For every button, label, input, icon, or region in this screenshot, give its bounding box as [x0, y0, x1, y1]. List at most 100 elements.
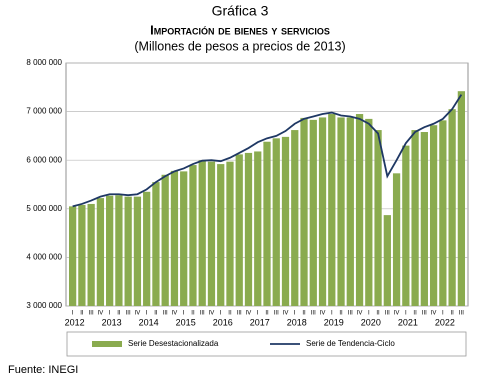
x-tick-label: II: [339, 311, 343, 317]
year-label: 2016: [213, 317, 233, 327]
x-tick-label: I: [331, 311, 333, 317]
legend-label: Serie de Tendencia-Ciclo: [306, 339, 395, 348]
year-label: 2017: [250, 317, 270, 327]
x-tick-label: IV: [431, 311, 437, 317]
bar: [133, 196, 142, 306]
x-tick-label: II: [117, 311, 121, 317]
y-tick-label: 5 000 000: [26, 204, 62, 213]
legend-label: Serie Desestacionalizada: [128, 339, 219, 348]
x-tick-label: IV: [357, 311, 363, 317]
x-tick-label: IV: [394, 311, 400, 317]
year-label: 2018: [287, 317, 307, 327]
x-tick-label: I: [442, 311, 444, 317]
x-tick-label: I: [368, 311, 370, 317]
x-tick-label: III: [422, 311, 427, 317]
bar: [124, 196, 132, 306]
x-tick-label: II: [228, 311, 232, 317]
year-label: 2021: [398, 317, 418, 327]
x-tick-label: III: [385, 311, 390, 317]
bar: [291, 130, 299, 306]
bar: [346, 117, 354, 306]
x-tick-label: III: [274, 311, 279, 317]
bar: [235, 154, 243, 306]
x-tick-label: III: [89, 311, 94, 317]
x-tick-label: II: [413, 311, 417, 317]
y-tick-label: 3 000 000: [26, 301, 62, 310]
x-tick-label: I: [257, 311, 259, 317]
x-tick-label: III: [163, 311, 168, 317]
x-tick-label: I: [109, 311, 111, 317]
bar: [402, 145, 410, 306]
bar: [420, 132, 428, 306]
x-tick-label: IV: [209, 311, 215, 317]
bar: [281, 136, 290, 306]
chart-subtitle: Importación de bienes y servicios: [150, 22, 330, 37]
x-tick-label: III: [126, 311, 131, 317]
x-tick-label: III: [459, 311, 464, 317]
chart-note: (Millones de pesos a precios de 2013): [134, 39, 345, 53]
source: Fuente: INEGI: [8, 364, 78, 376]
y-tick-label: 7 000 000: [26, 107, 62, 116]
x-tick-label: I: [294, 311, 296, 317]
y-tick-label: 4 000 000: [26, 253, 62, 262]
bar: [448, 109, 456, 306]
x-tick-label: IV: [172, 311, 178, 317]
bar: [207, 161, 216, 306]
y-tick-label: 8 000 000: [26, 58, 62, 67]
bar: [263, 141, 271, 306]
year-label: 2022: [435, 317, 455, 327]
x-tick-label: II: [265, 311, 269, 317]
year-label: 2015: [176, 317, 196, 327]
bar: [217, 164, 225, 306]
x-tick-label: II: [302, 311, 306, 317]
x-tick-label: IV: [283, 311, 289, 317]
x-tick-label: III: [311, 311, 316, 317]
bar: [189, 165, 197, 306]
bar: [198, 160, 206, 306]
bar: [226, 161, 234, 306]
x-tick-label: II: [80, 311, 84, 317]
bar: [96, 198, 105, 306]
chart-title: Gráfica 3: [212, 3, 269, 19]
x-tick-label: I: [72, 311, 74, 317]
year-label: 2014: [139, 317, 159, 327]
bar: [78, 204, 86, 306]
x-tick-label: IV: [246, 311, 252, 317]
x-tick-label: III: [237, 311, 242, 317]
trend-line: [72, 94, 463, 208]
bar: [318, 117, 327, 306]
bar: [152, 182, 160, 306]
bar: [180, 171, 188, 306]
bar: [328, 114, 336, 306]
bar: [365, 118, 373, 306]
x-tick-label: IV: [320, 311, 326, 317]
bar: [244, 152, 253, 306]
bar: [392, 173, 401, 306]
bar: [87, 203, 95, 306]
bar: [300, 117, 308, 306]
bar: [143, 191, 151, 306]
legend-swatch: [92, 341, 122, 347]
bar: [355, 114, 364, 306]
bar: [161, 174, 169, 306]
year-label: 2013: [102, 317, 122, 327]
bar: [170, 170, 179, 306]
x-tick-label: I: [220, 311, 222, 317]
bar: [69, 206, 77, 306]
bar: [272, 138, 280, 306]
year-label: 2019: [324, 317, 344, 327]
bar: [106, 195, 114, 306]
x-tick-label: II: [450, 311, 454, 317]
x-tick-label: II: [376, 311, 380, 317]
bar: [383, 215, 391, 306]
bar: [439, 120, 447, 307]
bar: [429, 125, 438, 306]
x-tick-label: IV: [135, 311, 141, 317]
x-tick-label: I: [146, 311, 148, 317]
x-tick-label: IV: [98, 311, 104, 317]
x-tick-label: II: [154, 311, 158, 317]
legend-frame: [66, 331, 467, 357]
y-tick-label: 6 000 000: [26, 155, 62, 164]
x-tick-label: III: [348, 311, 353, 317]
